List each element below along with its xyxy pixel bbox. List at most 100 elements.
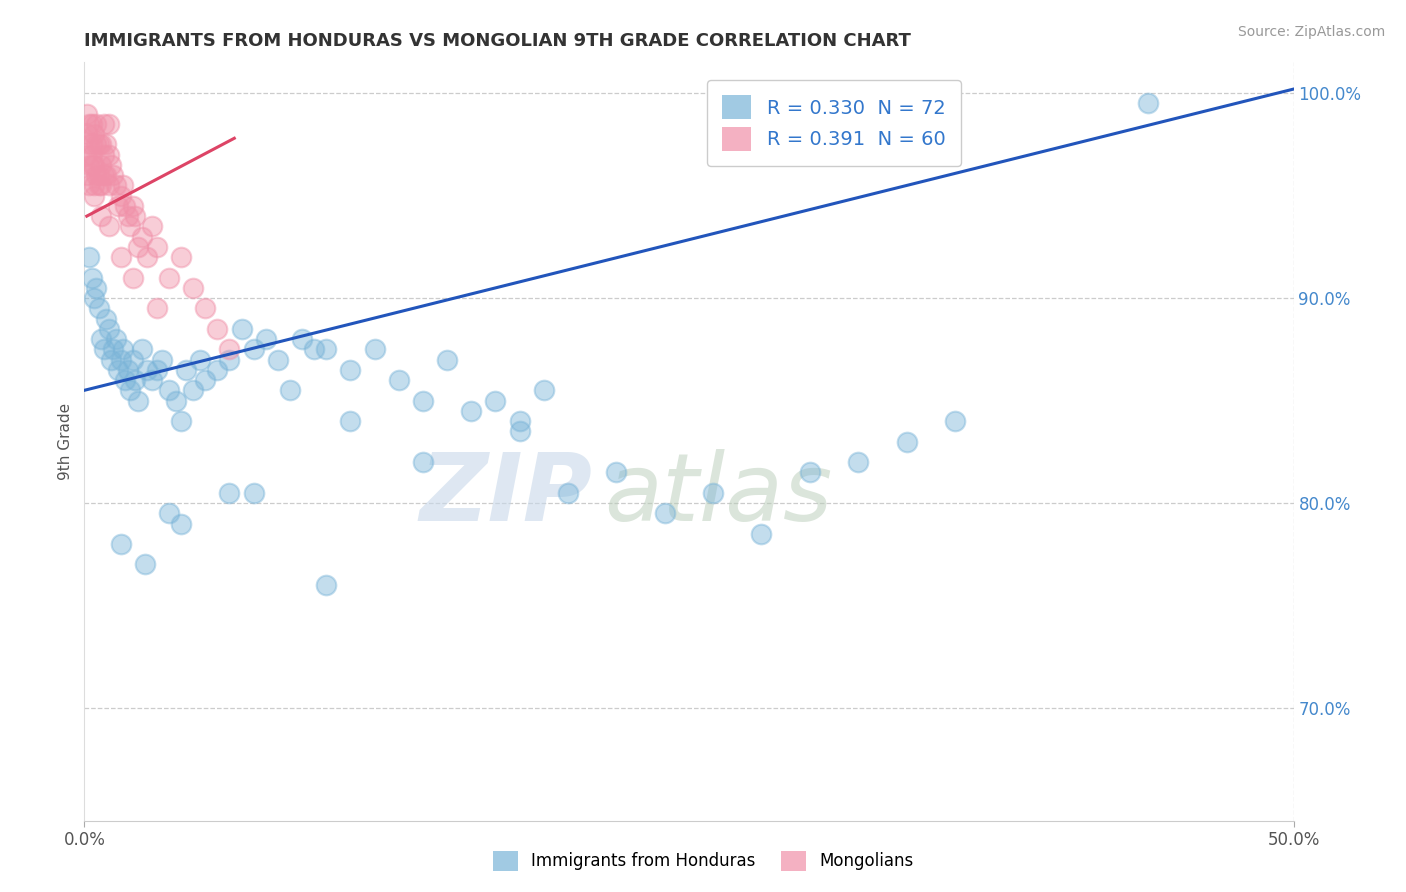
Point xyxy=(76,147,98,161)
Point xyxy=(93,147,115,161)
Point xyxy=(114,199,136,213)
Point xyxy=(533,384,555,398)
Point xyxy=(174,363,197,377)
Point xyxy=(896,434,918,449)
Point xyxy=(110,188,132,202)
Point xyxy=(136,250,159,264)
Point xyxy=(605,465,627,479)
Point xyxy=(460,404,482,418)
Point xyxy=(114,373,136,387)
Point xyxy=(121,199,143,213)
Point xyxy=(80,158,103,172)
Point xyxy=(339,363,361,377)
Point xyxy=(97,117,120,131)
Point xyxy=(124,373,146,387)
Point xyxy=(484,393,506,408)
Point xyxy=(207,322,229,336)
Point xyxy=(121,270,143,285)
Point xyxy=(181,281,204,295)
Point xyxy=(557,485,579,500)
Point xyxy=(120,384,142,398)
Point xyxy=(87,301,110,316)
Point xyxy=(80,117,103,131)
Point xyxy=(104,332,127,346)
Point xyxy=(157,384,180,398)
Y-axis label: 9th Grade: 9th Grade xyxy=(58,403,73,480)
Point xyxy=(83,291,105,305)
Point xyxy=(702,485,724,500)
Point xyxy=(90,332,112,346)
Point xyxy=(76,106,98,120)
Point xyxy=(77,117,100,131)
Point xyxy=(315,578,337,592)
Point xyxy=(388,373,411,387)
Point xyxy=(112,343,135,357)
Point xyxy=(86,137,108,152)
Point xyxy=(127,393,149,408)
Point xyxy=(242,343,264,357)
Point xyxy=(77,250,100,264)
Point xyxy=(134,558,156,572)
Point xyxy=(94,137,117,152)
Point xyxy=(83,178,105,193)
Point xyxy=(141,219,163,234)
Point xyxy=(90,209,112,223)
Point xyxy=(86,281,108,295)
Point xyxy=(846,455,869,469)
Point xyxy=(110,250,132,264)
Point xyxy=(93,343,115,357)
Point xyxy=(80,137,103,152)
Text: atlas: atlas xyxy=(605,449,832,541)
Point xyxy=(103,343,125,357)
Text: Source: ZipAtlas.com: Source: ZipAtlas.com xyxy=(1237,25,1385,39)
Point xyxy=(218,352,240,367)
Point xyxy=(363,343,385,357)
Point xyxy=(110,352,132,367)
Point xyxy=(103,168,125,182)
Point xyxy=(146,301,169,316)
Point xyxy=(131,343,153,357)
Point xyxy=(87,137,110,152)
Point xyxy=(117,209,139,223)
Point xyxy=(302,343,325,357)
Point xyxy=(77,137,100,152)
Point xyxy=(136,363,159,377)
Point xyxy=(509,414,531,428)
Point xyxy=(157,270,180,285)
Point xyxy=(86,168,108,182)
Point xyxy=(799,465,821,479)
Point xyxy=(90,158,112,172)
Point xyxy=(254,332,277,346)
Point xyxy=(412,455,434,469)
Point xyxy=(97,322,120,336)
Point xyxy=(124,209,146,223)
Point xyxy=(94,168,117,182)
Point xyxy=(86,117,108,131)
Point xyxy=(315,343,337,357)
Point xyxy=(131,229,153,244)
Point xyxy=(150,352,173,367)
Point xyxy=(100,352,122,367)
Point xyxy=(97,178,120,193)
Point xyxy=(141,373,163,387)
Point xyxy=(278,384,301,398)
Point xyxy=(943,414,966,428)
Point xyxy=(170,414,193,428)
Point xyxy=(170,516,193,531)
Point xyxy=(87,168,110,182)
Point xyxy=(93,168,115,182)
Text: ZIP: ZIP xyxy=(419,449,592,541)
Point xyxy=(104,178,127,193)
Point xyxy=(751,526,773,541)
Text: IMMIGRANTS FROM HONDURAS VS MONGOLIAN 9TH GRADE CORRELATION CHART: IMMIGRANTS FROM HONDURAS VS MONGOLIAN 9T… xyxy=(84,32,911,50)
Point xyxy=(412,393,434,408)
Point xyxy=(218,343,240,357)
Point xyxy=(436,352,458,367)
Point xyxy=(194,373,217,387)
Point xyxy=(339,414,361,428)
Point xyxy=(80,270,103,285)
Point xyxy=(77,178,100,193)
Point xyxy=(112,178,135,193)
Point xyxy=(127,240,149,254)
Point xyxy=(267,352,290,367)
